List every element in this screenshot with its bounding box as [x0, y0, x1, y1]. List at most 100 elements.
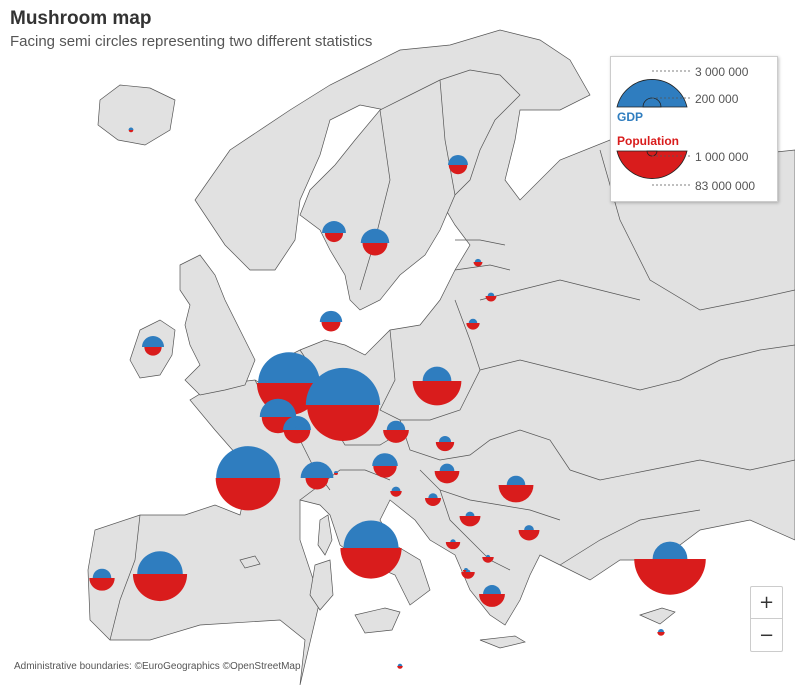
population-semicircle[interactable]	[461, 572, 475, 579]
population-semicircle[interactable]	[128, 130, 134, 133]
population-semicircle[interactable]	[373, 466, 397, 478]
mushroom-symbol[interactable]	[435, 435, 455, 452]
gdp-semicircle[interactable]	[468, 318, 478, 323]
mushroom-symbol[interactable]	[322, 221, 346, 243]
gdp-semicircle[interactable]	[439, 463, 455, 471]
mushroom-symbol[interactable]	[479, 585, 505, 607]
population-semicircle[interactable]	[324, 233, 344, 243]
gdp-semicircle[interactable]	[300, 461, 334, 478]
population-semicircle[interactable]	[362, 243, 388, 256]
mushroom-symbol[interactable]	[412, 366, 462, 406]
mushroom-symbol[interactable]	[473, 258, 483, 267]
population-semicircle[interactable]	[498, 485, 534, 503]
gdp-semicircle[interactable]	[360, 228, 390, 243]
mushroom-symbol[interactable]	[498, 475, 534, 503]
population-semicircle[interactable]	[424, 498, 442, 506]
mushroom-symbol[interactable]	[485, 292, 497, 302]
gdp-semicircle[interactable]	[524, 525, 534, 530]
mushroom-symbol[interactable]	[518, 525, 540, 541]
gdp-semicircle[interactable]	[652, 541, 688, 559]
gdp-semicircle[interactable]	[319, 310, 343, 322]
population-semicircle[interactable]	[383, 430, 409, 443]
gdp-semicircle[interactable]	[386, 420, 406, 430]
gdp-semicircle[interactable]	[258, 352, 320, 383]
mushroom-symbol[interactable]	[319, 310, 343, 332]
mushroom-symbol[interactable]	[340, 520, 402, 579]
gdp-semicircle[interactable]	[305, 367, 381, 405]
mushroom-symbol[interactable]	[334, 471, 338, 475]
mushroom-symbol[interactable]	[634, 541, 706, 595]
population-semicircle[interactable]	[479, 594, 505, 607]
population-semicircle[interactable]	[307, 405, 379, 441]
mushroom-symbol[interactable]	[383, 420, 409, 443]
mushroom-symbol[interactable]	[89, 568, 115, 591]
mushroom-symbol[interactable]	[215, 446, 281, 511]
gdp-semicircle[interactable]	[92, 568, 112, 578]
mushroom-symbol[interactable]	[657, 628, 665, 636]
population-semicircle[interactable]	[466, 323, 480, 330]
gdp-semicircle[interactable]	[334, 471, 338, 473]
population-semicircle[interactable]	[132, 574, 188, 602]
mushroom-symbol[interactable]	[424, 493, 442, 506]
mushroom-symbol[interactable]	[372, 453, 398, 478]
population-semicircle[interactable]	[459, 516, 481, 527]
mushroom-symbol[interactable]	[390, 486, 402, 497]
mushroom-symbol[interactable]	[128, 127, 134, 133]
population-semicircle[interactable]	[144, 347, 162, 356]
gdp-semicircle[interactable]	[372, 453, 398, 466]
gdp-semicircle[interactable]	[465, 569, 471, 572]
gdp-semicircle[interactable]	[391, 486, 401, 491]
population-semicircle[interactable]	[305, 478, 329, 490]
gdp-semicircle[interactable]	[422, 366, 452, 381]
mushroom-symbol[interactable]	[445, 539, 461, 550]
gdp-semicircle[interactable]	[487, 292, 495, 296]
population-semicircle[interactable]	[215, 478, 281, 511]
gdp-semicircle[interactable]	[464, 568, 468, 570]
population-semicircle[interactable]	[445, 542, 461, 550]
gdp-semicircle[interactable]	[137, 551, 183, 574]
mushroom-symbol[interactable]	[305, 367, 381, 441]
mushroom-symbol[interactable]	[459, 511, 481, 527]
population-semicircle[interactable]	[89, 578, 115, 591]
mushroom-symbol[interactable]	[300, 461, 334, 490]
population-semicircle[interactable]	[340, 548, 402, 579]
population-semicircle[interactable]	[634, 559, 706, 595]
population-semicircle[interactable]	[473, 262, 483, 267]
gdp-semicircle[interactable]	[142, 336, 164, 347]
mushroom-symbol[interactable]	[397, 663, 403, 669]
population-semicircle[interactable]	[390, 491, 402, 497]
population-semicircle[interactable]	[334, 473, 338, 475]
gdp-semicircle[interactable]	[657, 628, 665, 632]
zoom-out-button[interactable]: −	[750, 619, 783, 652]
gdp-semicircle[interactable]	[397, 663, 403, 666]
gdp-semicircle[interactable]	[483, 585, 501, 594]
gdp-semicircle[interactable]	[216, 446, 280, 478]
mushroom-symbol[interactable]	[142, 336, 164, 356]
mushroom-symbol[interactable]	[434, 463, 460, 484]
population-semicircle[interactable]	[485, 296, 497, 302]
population-semicircle[interactable]	[283, 430, 311, 444]
population-semicircle[interactable]	[321, 322, 341, 332]
gdp-semicircle[interactable]	[428, 493, 438, 498]
gdp-semicircle[interactable]	[128, 127, 134, 130]
population-semicircle[interactable]	[482, 557, 494, 563]
gdp-semicircle[interactable]	[438, 435, 452, 442]
zoom-in-button[interactable]: +	[750, 586, 783, 619]
gdp-semicircle[interactable]	[448, 155, 468, 165]
gdp-semicircle[interactable]	[283, 416, 311, 430]
mushroom-symbol[interactable]	[461, 569, 475, 579]
mushroom-symbol[interactable]	[360, 228, 390, 256]
gdp-semicircle[interactable]	[259, 398, 297, 417]
population-semicircle[interactable]	[435, 442, 455, 452]
mushroom-symbol[interactable]	[466, 318, 480, 330]
gdp-semicircle[interactable]	[450, 539, 456, 542]
population-semicircle[interactable]	[657, 632, 665, 636]
gdp-semicircle[interactable]	[322, 221, 346, 233]
gdp-semicircle[interactable]	[294, 424, 306, 430]
population-semicircle[interactable]	[397, 666, 403, 669]
mushroom-symbol[interactable]	[482, 554, 494, 563]
gdp-semicircle[interactable]	[485, 554, 491, 557]
mushroom-symbol[interactable]	[448, 155, 468, 175]
population-semicircle[interactable]	[518, 530, 540, 541]
mushroom-symbol[interactable]	[283, 416, 311, 444]
